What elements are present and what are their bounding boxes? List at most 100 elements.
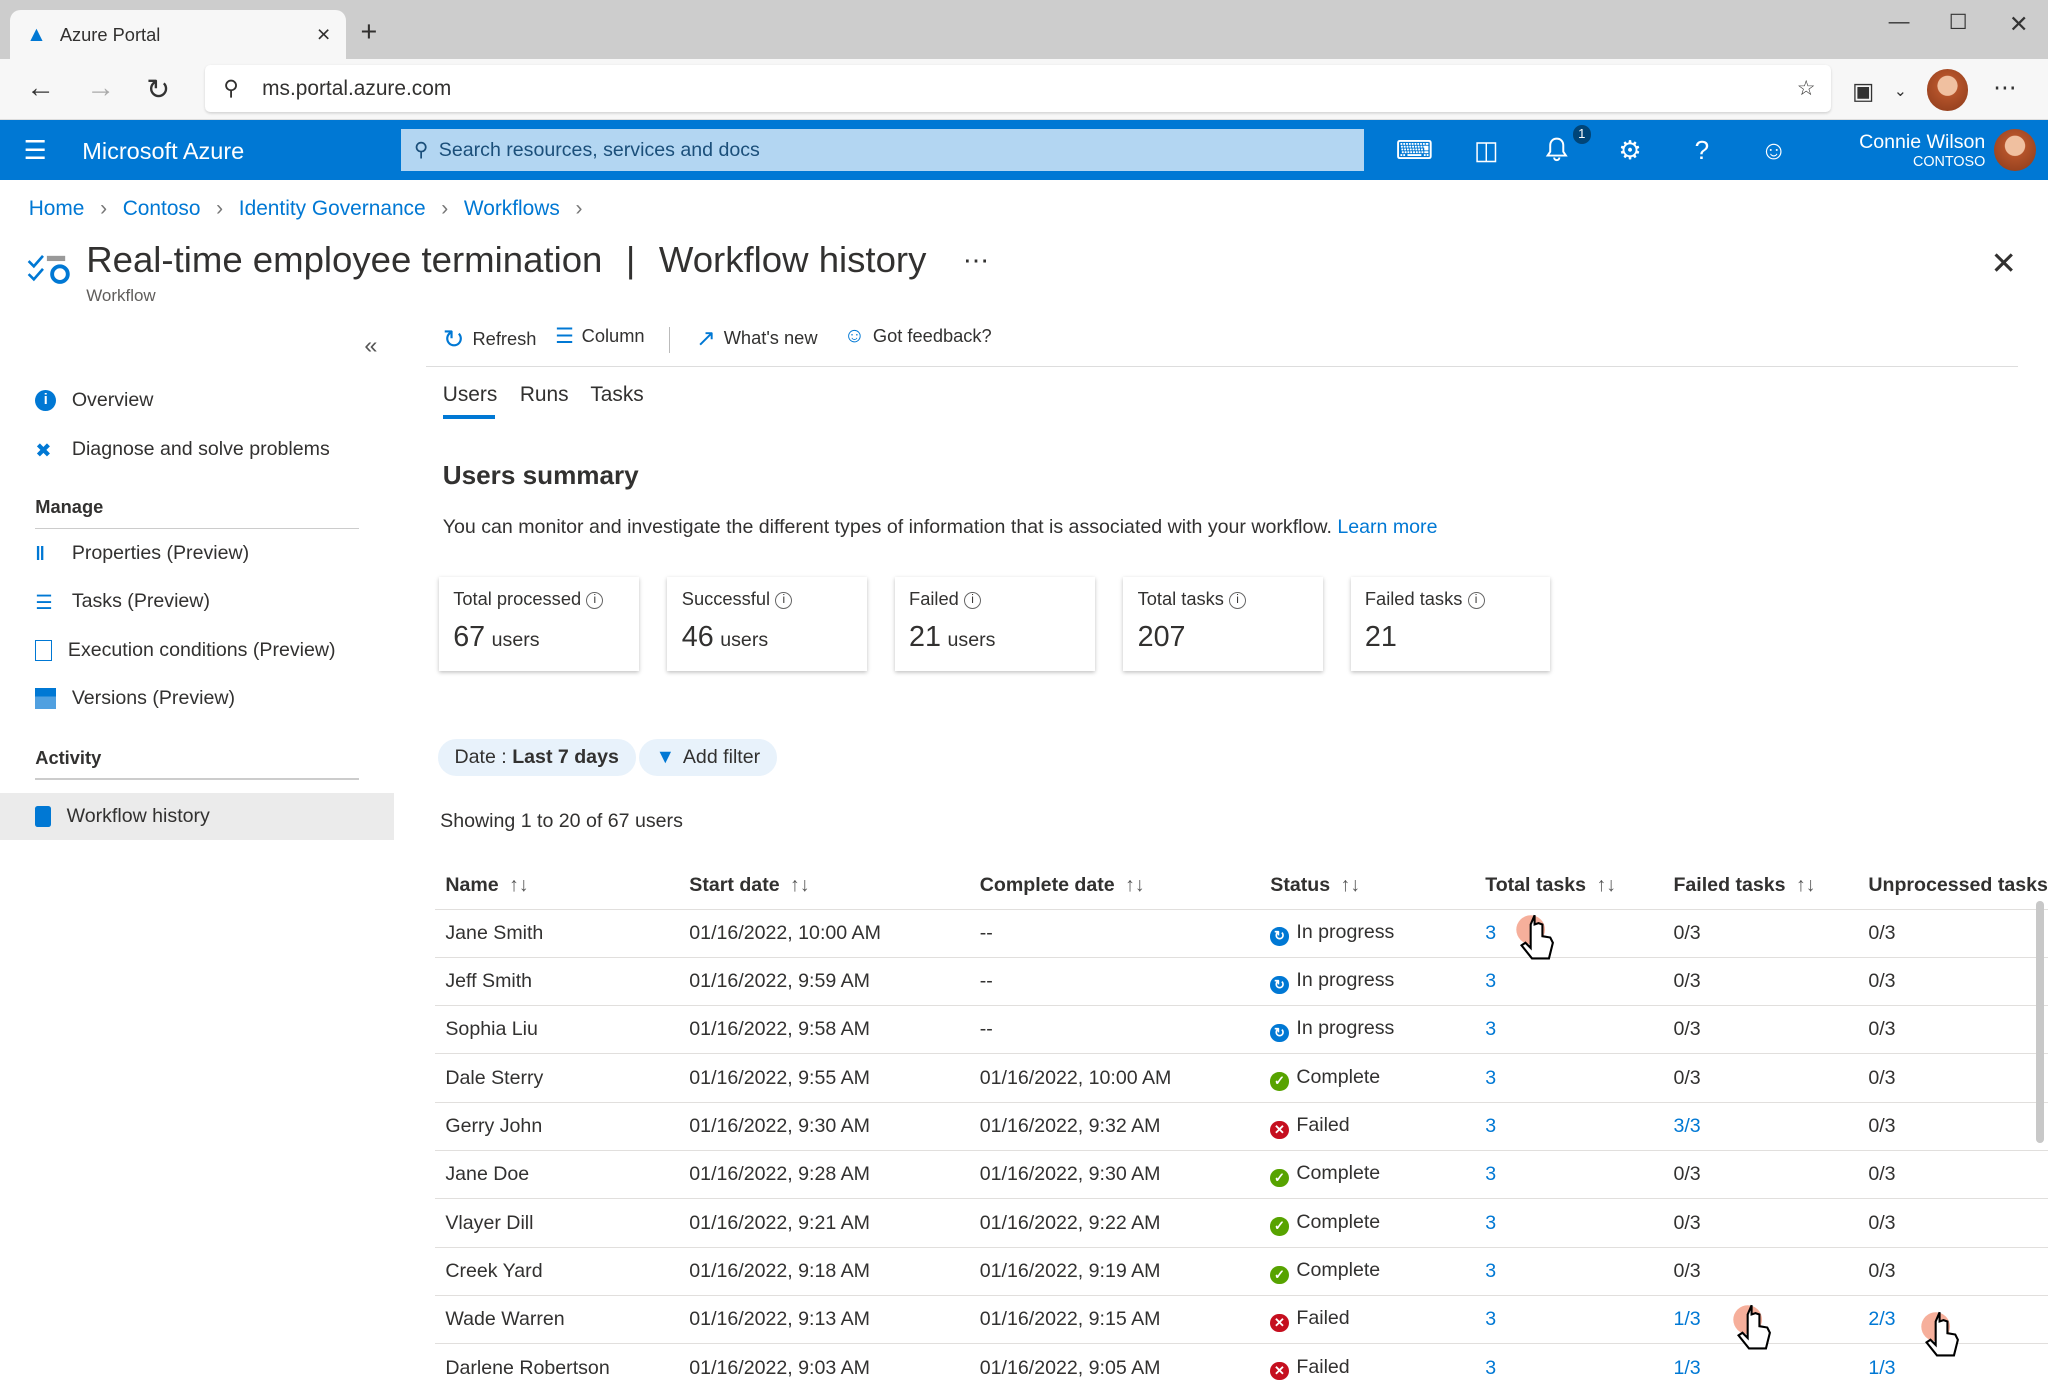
- collections-icon[interactable]: ▣: [1852, 78, 1875, 105]
- task-count-link[interactable]: 3: [1485, 970, 1497, 993]
- status-cell: ↻ In progress: [1259, 1005, 1475, 1055]
- table-row[interactable]: Wade Warren 01/16/2022, 9:13 AM 01/16/2022…: [434, 1295, 2048, 1345]
- column-header[interactable]: Name ↑↓: [434, 862, 679, 910]
- favorite-star-icon[interactable]: ☆: [1796, 77, 1816, 101]
- forward-button[interactable]: →: [86, 71, 115, 104]
- hamburger-menu-icon[interactable]: ☰: [23, 134, 47, 165]
- tab-tasks[interactable]: Tasks: [590, 382, 644, 406]
- table-scrollbar[interactable]: [2036, 901, 2045, 1143]
- feedback-smiley-icon[interactable]: ☺: [1760, 134, 1788, 165]
- task-count-link[interactable]: 1/3: [1868, 1356, 1896, 1379]
- collapse-sidebar-icon[interactable]: «: [364, 331, 378, 358]
- refresh-button[interactable]: ↻ Refresh: [443, 324, 537, 355]
- task-count-link[interactable]: 3: [1485, 1066, 1497, 1089]
- account-menu[interactable]: Connie Wilson CONTOSO: [1859, 131, 1985, 170]
- tab-users[interactable]: Users: [442, 382, 498, 406]
- brand[interactable]: Microsoft Azure: [82, 138, 245, 165]
- url-field[interactable]: ⚲ ms.portal.azure.com ☆: [205, 65, 1832, 113]
- task-count-link[interactable]: 2/3: [1868, 1308, 1896, 1331]
- table-row[interactable]: Gerry John 01/16/2022, 9:30 AM 01/16/2022,…: [434, 1102, 2048, 1152]
- task-count-link[interactable]: 3: [1485, 1018, 1497, 1041]
- sort-icon[interactable]: ↑↓: [1596, 873, 1617, 896]
- table-cell: 01/16/2022, 9:03 AM: [678, 1343, 970, 1391]
- notifications-icon[interactable]: [1545, 136, 1569, 162]
- task-count-link[interactable]: 3: [1485, 1308, 1497, 1331]
- settings-gear-icon[interactable]: ⚙: [1618, 134, 1642, 165]
- info-icon[interactable]: i: [775, 592, 793, 610]
- breadcrumb-identity-governance[interactable]: Identity Governance: [238, 197, 426, 221]
- breadcrumb-home[interactable]: Home: [28, 197, 85, 221]
- sort-icon[interactable]: ↑↓: [1125, 873, 1145, 896]
- sidebar-item-properties[interactable]: ‖ Properties (Preview): [35, 542, 249, 565]
- task-count-link[interactable]: 3: [1485, 1356, 1497, 1379]
- breadcrumb-contoso[interactable]: Contoso: [122, 197, 201, 221]
- back-button[interactable]: ←: [26, 71, 55, 104]
- info-icon[interactable]: i: [1467, 592, 1485, 610]
- cloud-shell-icon[interactable]: ⌨: [1395, 134, 1434, 165]
- sidebar-item-workflow-history[interactable]: Workflow history: [35, 805, 210, 828]
- date-filter-pill[interactable]: Date : Last 7 days: [437, 739, 636, 776]
- user-avatar[interactable]: [1994, 129, 2037, 172]
- more-icon[interactable]: ⋯: [1993, 74, 2017, 101]
- close-window-button[interactable]: ✕: [2008, 11, 2029, 38]
- info-icon[interactable]: i: [586, 592, 604, 610]
- info-icon[interactable]: i: [1229, 592, 1247, 610]
- directory-filter-icon[interactable]: ◫: [1474, 134, 1499, 165]
- tab-runs[interactable]: Runs: [519, 382, 569, 406]
- sidebar-item-versions[interactable]: Versions (Preview): [35, 687, 235, 710]
- sort-icon[interactable]: ↑↓: [509, 873, 529, 896]
- table-row[interactable]: Jane Doe 01/16/2022, 9:28 AM 01/16/2022, 9…: [434, 1150, 2048, 1200]
- maximize-button[interactable]: ☐: [1948, 11, 1968, 35]
- table-row[interactable]: Creek Yard 01/16/2022, 9:18 AM 01/16/2022,…: [434, 1247, 2048, 1297]
- new-tab-button[interactable]: +: [360, 15, 378, 48]
- browser-profile-avatar[interactable]: [1926, 69, 1969, 111]
- table-row[interactable]: Jane Smith 01/16/2022, 10:00 AM -- ↻ In prog…: [434, 909, 2048, 958]
- help-icon[interactable]: ?: [1694, 134, 1710, 165]
- table-cell: 0/3: [1857, 1198, 2048, 1248]
- sidebar-item-tasks[interactable]: ☰ Tasks (Preview): [35, 590, 210, 614]
- feedback-button[interactable]: ☺ Got feedback?: [844, 324, 992, 348]
- table-row[interactable]: Vlayer Dill 01/16/2022, 9:21 AM 01/16/2022…: [434, 1198, 2048, 1248]
- table-row[interactable]: Jeff Smith 01/16/2022, 9:59 AM -- ↻ In progr…: [434, 957, 2048, 1007]
- task-count-link[interactable]: 3: [1485, 1259, 1497, 1282]
- task-count-link[interactable]: 1/3: [1673, 1356, 1701, 1379]
- more-options-icon[interactable]: ⋯: [962, 244, 990, 275]
- task-count-link[interactable]: 1/3: [1673, 1308, 1701, 1331]
- reload-button[interactable]: ↻: [146, 73, 171, 106]
- task-count-link[interactable]: 3: [1485, 921, 1497, 944]
- sidebar-item-execution-conditions[interactable]: Execution conditions (Preview): [35, 639, 336, 662]
- whats-new-button[interactable]: ↗ What's new: [696, 324, 817, 352]
- breadcrumb-workflows[interactable]: Workflows: [463, 197, 560, 221]
- task-count-link[interactable]: 3: [1485, 1163, 1497, 1186]
- close-tab-icon[interactable]: ×: [316, 21, 331, 48]
- sort-icon[interactable]: ↑↓: [790, 873, 810, 896]
- column-header[interactable]: Start date ↑↓: [678, 862, 970, 910]
- sidebar-item-diagnose[interactable]: ✖ Diagnose and solve problems: [35, 438, 330, 462]
- column-header[interactable]: Status ↑↓: [1259, 862, 1475, 910]
- global-search-input[interactable]: ⚲ Search resources, services and docs: [400, 129, 1364, 172]
- learn-more-link[interactable]: Learn more: [1337, 515, 1438, 538]
- table-row[interactable]: Darlene Robertson 01/16/2022, 9:03 AM 01/1…: [434, 1343, 2048, 1391]
- column-header[interactable]: Total tasks ↑↓: [1474, 862, 1664, 910]
- add-filter-button[interactable]: ▼ Add filter: [638, 739, 778, 776]
- sort-icon[interactable]: ↑↓: [1795, 873, 1816, 896]
- minimize-button[interactable]: —: [1888, 10, 1910, 34]
- task-count-link[interactable]: 3: [1485, 1114, 1497, 1137]
- browser-tab[interactable]: ▲ Azure Portal ×: [10, 10, 347, 59]
- sidebar-item-overview[interactable]: i Overview: [35, 389, 153, 412]
- close-blade-icon[interactable]: ✕: [1990, 245, 2017, 281]
- column-header[interactable]: Complete date ↑↓: [969, 862, 1260, 910]
- card-label-text: Failed tasks: [1364, 587, 1463, 609]
- feedback-person-icon: ☺: [843, 323, 866, 347]
- column-header[interactable]: Unprocessed tasks: [1857, 862, 2048, 910]
- card-value: 46: [681, 621, 714, 654]
- table-row[interactable]: Dale Sterry 01/16/2022, 9:55 AM 01/16/2022…: [434, 1053, 2048, 1103]
- table-row[interactable]: Sophia Liu 01/16/2022, 9:58 AM -- ↻ In progr…: [434, 1005, 2048, 1055]
- column-button[interactable]: ☰ Column: [555, 324, 645, 349]
- info-icon[interactable]: i: [964, 592, 981, 610]
- task-count-link[interactable]: 3/3: [1673, 1114, 1701, 1137]
- column-header[interactable]: Failed tasks ↑↓: [1663, 862, 1858, 910]
- task-count-link[interactable]: 3: [1485, 1211, 1497, 1234]
- chevron-down-icon[interactable]: ⌄: [1893, 82, 1907, 100]
- sort-icon[interactable]: ↑↓: [1340, 873, 1361, 896]
